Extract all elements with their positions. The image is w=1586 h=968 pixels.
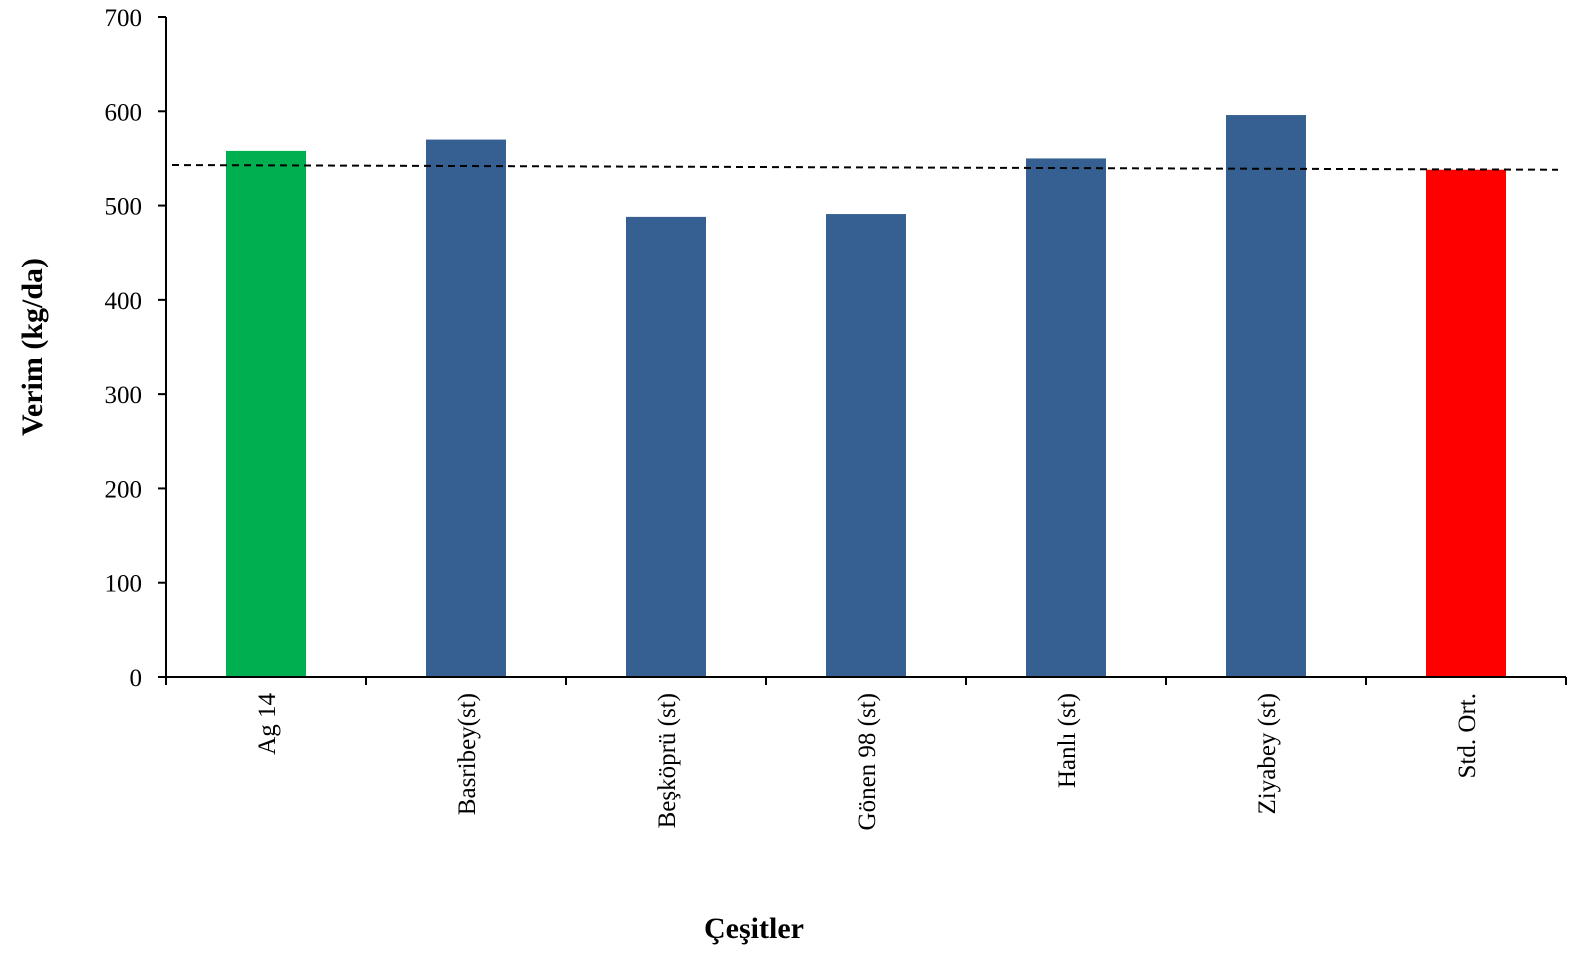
bar [1226,115,1306,678]
bar [1426,169,1506,677]
bar [626,216,706,677]
y-tick-label: 0 [130,665,143,692]
y-tick-label: 300 [105,382,143,409]
bar [826,214,906,678]
x-tick-label: Ag 14 [254,693,281,755]
x-tick-label: Std. Ort. [1454,693,1481,778]
x-tick-label: Gönen 98 (st) [854,693,881,830]
bar [226,150,306,677]
x-tick-label: Basribey(st) [454,693,481,815]
x-axis-title: Çeşitler [704,912,804,945]
y-tick-label: 400 [105,288,143,315]
x-axis-ticks [165,677,1567,685]
y-axis-ticks: 0 100 200 300 400 500 600 700 [105,5,166,692]
y-tick-label: 500 [105,194,143,221]
y-tick-label: 100 [105,571,143,598]
bars-group [226,115,1506,678]
bar [1026,158,1106,677]
x-tick-label: Beşköprü (st) [654,693,681,828]
x-tick-label: Hanlı (st) [1054,693,1081,788]
reference-dashed-line [171,164,1559,171]
y-tick-label: 200 [105,476,143,503]
y-tick-label: 600 [105,99,143,126]
y-tick-label: 700 [105,5,143,32]
y-axis-title: Verim (kg/da) [16,258,49,436]
x-axis-tick-labels: Ag 14 Basribey(st) Beşköprü (st) Gönen 98 (… [254,693,1481,831]
bar [426,139,506,678]
x-tick-label: Ziyabey (st) [1254,693,1281,814]
